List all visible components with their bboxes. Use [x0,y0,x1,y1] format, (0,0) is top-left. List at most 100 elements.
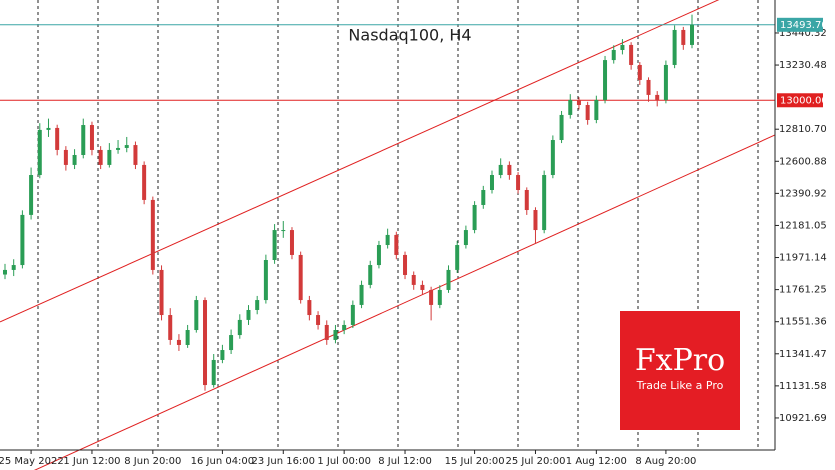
candle-body [281,230,286,232]
candle-body [72,154,77,165]
candle-body [3,269,7,275]
price-tag [777,93,823,108]
price-tag-label: 13000.00 [780,95,828,106]
candle-body [272,230,277,261]
candle-body [437,289,442,305]
price-tag [777,17,823,32]
candle-body [46,127,51,130]
y-tick-label: 11761.25 [779,285,827,296]
candle-body [403,254,408,275]
y-tick-label: 11551.36 [779,317,827,328]
y-tick-label: 13230.48 [779,60,827,71]
candle-body [133,145,138,165]
chart-title: Nasdaq100, H4 [348,26,471,45]
candle-body [324,324,329,340]
candle-body [81,125,86,155]
x-tick-label: 1 Jun 12:00 [63,456,120,467]
candle-body [376,245,381,266]
price-tag-label: 13493.70 [780,20,828,31]
x-tick-label: 8 Aug 20:00 [635,456,696,467]
candle-body [550,140,555,176]
candle-body [603,60,608,100]
y-tick-label: 10921.69 [779,413,827,424]
x-tick-label: 23 Jun 16:00 [252,456,316,467]
candle-body [429,289,434,305]
channel-line [0,0,720,323]
candle-body [107,149,112,165]
candle-body [481,189,486,205]
channel-line [33,134,776,470]
candle-body [55,127,60,150]
candle-body [203,300,208,386]
y-tick-label: 11971.14 [779,253,827,264]
x-tick-label: 16 Jun 04:00 [191,456,255,467]
candle-body [20,214,25,266]
candle-body [116,147,121,150]
candle-body [385,234,390,246]
candle-body [168,315,173,340]
candle-body [359,284,364,305]
candle-body [446,269,451,290]
candle-body [690,24,694,45]
candle-body [594,99,599,120]
logo-brand: FxPro [635,343,725,378]
candle-body [455,245,460,270]
y-tick-label: 12600.88 [779,156,827,167]
y-tick-label: 12181.05 [779,220,827,231]
candle-body [611,49,616,61]
y-tick-label: 12390.92 [779,188,827,199]
x-tick-label: 1 Jul 00:00 [317,456,371,467]
candle-body [11,265,16,270]
y-tick-label: 13440.32 [779,28,827,39]
x-tick-label: 1 Aug 12:00 [566,456,627,467]
candle-body [576,99,581,106]
candle-body [229,335,234,351]
candle-body [472,204,477,231]
x-tick-label: 25 May 2022 [0,456,64,467]
candle-body [211,359,216,386]
candle-body [516,175,521,190]
candle-body [29,175,34,215]
candle-body [185,330,190,345]
candle-body [194,300,199,331]
candle-body [89,125,94,150]
x-tick-label: 8 Jul 12:00 [378,456,432,467]
candle-body [663,64,668,100]
candle-body [568,99,573,115]
candle-body [124,145,129,148]
y-tick-label: 11131.58 [779,381,827,392]
candle-body [289,230,294,255]
y-tick-label: 12810.70 [779,124,827,135]
candle-body [489,175,494,190]
candle-body [63,149,68,165]
candle-body [559,114,564,141]
candle-body [420,284,425,290]
candle-body [620,44,625,50]
candle-body [533,210,538,231]
candle-body [176,339,181,345]
candle-body [350,304,355,325]
candle-body [150,199,155,270]
logo-box [620,311,740,430]
candle-body [220,350,225,360]
candle-body [237,319,242,336]
candle-body [637,64,642,80]
candle-body [585,105,590,120]
candle-body [655,94,660,100]
candle-body [368,265,373,285]
candle-body [411,274,416,285]
candle-body [307,300,312,316]
candle-body [463,230,468,246]
candle-body [498,164,503,176]
candle-body [333,330,338,340]
candle-body [98,149,103,165]
candle-body [342,324,347,331]
candle-body [394,234,399,255]
y-tick-label: 11341.47 [779,349,827,360]
candle-body [316,315,321,325]
candle-body [646,79,651,95]
candle-body [681,29,686,45]
candle-body [246,309,251,320]
candle-body [524,189,529,211]
